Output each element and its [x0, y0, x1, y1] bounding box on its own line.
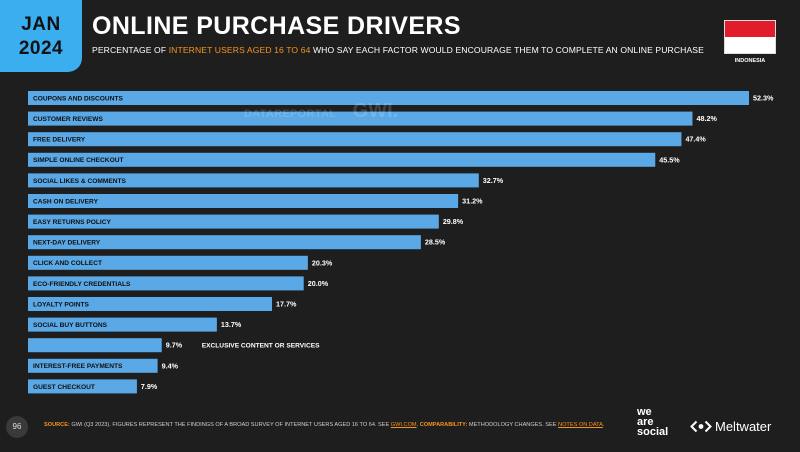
subtitle-highlight: INTERNET USERS AGED 16 TO 64: [168, 45, 311, 55]
bar: [28, 358, 158, 373]
bar-row: INTEREST-FREE PAYMENTS 9.4%: [28, 358, 179, 373]
we-are-social-logo: we are social: [637, 406, 669, 438]
source-text: GWI (Q3 2023). FIGURES REPRESENT THE FIN…: [69, 422, 391, 428]
category-label: LOYALTY POINTS: [33, 301, 90, 308]
bar: [28, 194, 459, 208]
category-label: NEXT-DAY DELIVERY: [33, 240, 101, 247]
value-label: 9.7%: [166, 341, 183, 350]
date-month: JAN: [21, 14, 61, 35]
bar: [28, 255, 308, 270]
category-label: SOCIAL BUY BUTTONS: [33, 322, 108, 329]
value-label: 32.7%: [483, 176, 504, 185]
date-year: 2024: [18, 38, 64, 59]
value-label: 13.7%: [221, 320, 242, 329]
bar: [28, 214, 439, 229]
subtitle-post: WHO SAY EACH FACTOR WOULD ENCOURAGE THEM…: [310, 45, 704, 55]
bar: [28, 379, 137, 394]
source-label: SOURCE:: [44, 422, 70, 428]
page-title: ONLINE PURCHASE DRIVERS: [92, 12, 461, 40]
bar-row: NEXT-DAY DELIVERY 28.5%: [28, 235, 446, 250]
category-label: SOCIAL LIKES & COMMENTS: [33, 178, 127, 185]
bar: [28, 152, 656, 167]
bar-row: FREE DELIVERY 47.4%: [28, 132, 706, 147]
bar-row: SOCIAL BUY BUTTONS 13.7%: [28, 317, 242, 332]
bar-row: ECO-FRIENDLY CREDENTIALS 20.0%: [28, 276, 329, 291]
footer-source: SOURCE: GWI (Q3 2023). FIGURES REPRESENT…: [44, 422, 605, 428]
category-label: INTEREST-FREE PAYMENTS: [33, 363, 123, 370]
value-label: 52.3%: [753, 94, 774, 103]
bar-row: COUPONS AND DISCOUNTS 52.3%: [28, 91, 774, 105]
bar: [28, 276, 304, 291]
bar-row: EASY RETURNS POLICY 29.8%: [28, 214, 464, 229]
category-label: ECO-FRIENDLY CREDENTIALS: [33, 281, 131, 288]
bar-row: SIMPLE ONLINE CHECKOUT 45.5%: [28, 152, 680, 167]
bar-row: CUSTOMER REVIEWS 48.2%: [28, 111, 717, 126]
bar: [28, 91, 749, 105]
category-label: FREE DELIVERY: [33, 137, 86, 144]
category-label: CUSTOMER REVIEWS: [33, 116, 103, 123]
source-link[interactable]: GWI.COM: [390, 422, 417, 428]
category-label: CASH ON DELIVERY: [33, 198, 99, 205]
value-label: 31.2%: [462, 197, 483, 206]
value-label: 48.2%: [696, 114, 717, 123]
subtitle-pre: PERCENTAGE OF: [92, 45, 169, 55]
bar-row: EXCLUSIVE CONTENT OR SERVICES 9.7%: [28, 338, 320, 353]
page-subtitle: PERCENTAGE OF INTERNET USERS AGED 16 TO …: [92, 45, 704, 55]
bar: [28, 297, 273, 311]
value-label: 28.5%: [425, 238, 446, 247]
category-label: GUEST CHECKOUT: [33, 384, 95, 391]
category-label: COUPONS AND DISCOUNTS: [33, 95, 123, 102]
bar: [28, 338, 162, 353]
category-label: EXCLUSIVE CONTENT OR SERVICES: [202, 343, 320, 350]
date-badge: JAN 2024: [0, 0, 82, 72]
value-label: 7.9%: [141, 382, 158, 391]
value-label: 9.4%: [162, 361, 179, 370]
bar: [28, 317, 217, 332]
category-label: CLICK AND COLLECT: [33, 260, 102, 267]
bar: [28, 235, 421, 250]
notes-on-data-link[interactable]: NOTES ON DATA: [558, 422, 603, 428]
value-label: 20.3%: [312, 258, 333, 267]
indonesia-flag-icon: [724, 20, 776, 54]
comparability-text: METHODOLOGY CHANGES. SEE: [467, 422, 559, 428]
comparability-label: COMPARABILITY:: [419, 422, 468, 428]
value-label: 47.4%: [685, 135, 706, 144]
meltwater-icon: [690, 420, 712, 433]
bar-row: SOCIAL LIKES & COMMENTS 32.7%: [28, 173, 504, 188]
bar-row: CASH ON DELIVERY 31.2%: [28, 194, 483, 208]
bar-row: LOYALTY POINTS 17.7%: [28, 297, 297, 311]
bar: [28, 132, 682, 147]
bar: [28, 111, 693, 126]
bar: [28, 173, 479, 188]
value-label: 17.7%: [276, 300, 297, 309]
value-label: 29.8%: [443, 217, 464, 226]
value-label: 20.0%: [308, 279, 329, 288]
page-number: 96: [6, 416, 28, 438]
meltwater-logo: Meltwater: [690, 419, 771, 434]
value-label: 45.5%: [659, 155, 680, 164]
bar-row: CLICK AND COLLECT 20.3%: [28, 255, 333, 270]
bar-row: GUEST CHECKOUT 7.9%: [28, 379, 158, 394]
category-label: SIMPLE ONLINE CHECKOUT: [33, 157, 123, 164]
country-label: INDONESIA: [734, 58, 766, 64]
category-label: EASY RETURNS POLICY: [33, 219, 112, 226]
